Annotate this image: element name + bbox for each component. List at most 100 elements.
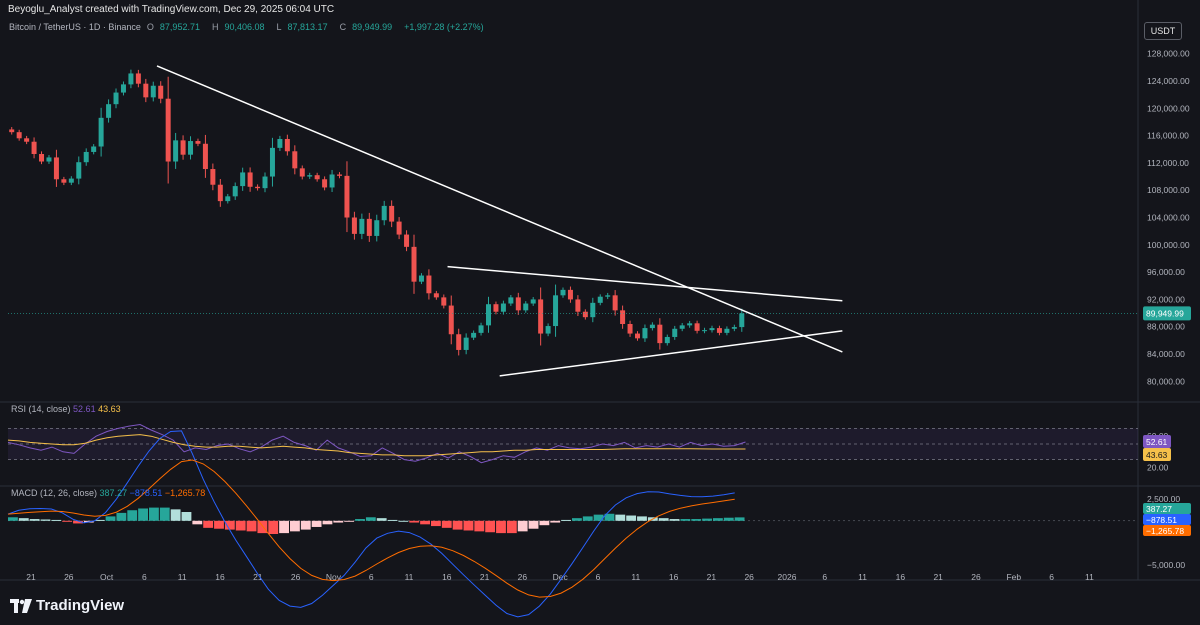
trendline [447,265,843,302]
macd-histogram-bar [8,517,18,521]
price-tick-label: 116,000.00 [1147,131,1189,141]
macd-histogram-bar [40,519,51,521]
price-tick-label: 124,000.00 [1147,76,1190,86]
rsi-value-tag [1143,434,1171,448]
macd-histogram-bar [224,520,235,530]
macd-histogram-bar [441,520,452,528]
time-tick-label: 16 [896,572,906,582]
macd-histogram-bar [170,509,181,521]
macd-histogram-bar [51,519,62,521]
time-tick-label: 11 [405,572,414,582]
macd-histogram-bar [257,520,268,534]
macd-histogram-bar [517,520,528,532]
candle [106,104,112,118]
candle [694,323,700,331]
rsi-label: RSI (14, close) [11,404,71,414]
high-value: H 90,406.08 [211,22,265,32]
time-tick-label: Oct [100,572,114,582]
macd-histogram-bar [550,520,561,523]
macd-histogram-bar [474,520,485,532]
candle [359,218,365,234]
low-value: L 87,813.17 [276,22,328,32]
time-tick-label: 21 [480,572,490,582]
candle [143,83,149,98]
candle [188,141,194,155]
tradingview-logo[interactable]: TradingView [10,597,124,614]
price-tick-label: 92,000.00 [1147,294,1185,304]
symbol-legend[interactable]: Bitcoin / TetherUS · 1D · Binance O 87,952… [9,22,490,32]
macd-legend[interactable]: MACD (12, 26, close) 387.27 −878.51 −1,2… [11,488,205,498]
candle [98,117,104,147]
macd-histogram-bar [593,514,604,521]
candle [374,220,380,236]
candle [284,138,290,152]
macd-histogram-bar [105,516,116,521]
rsi-tick-label: 20.00 [1147,462,1169,472]
candle [523,303,529,311]
macd-histogram-bar [637,516,647,521]
candle [463,337,469,350]
macd-histogram-bar [73,520,83,524]
macd-histogram-bar [420,520,430,525]
time-tick-label: Nov [326,572,342,582]
rsi-legend[interactable]: RSI (14, close) 52.61 43.63 [11,404,121,414]
time-tick-label: 21 [707,572,717,582]
macd-histogram-bar [192,520,203,525]
macd-histogram-bar [148,507,159,521]
price-tick-label: 84,000.00 [1147,349,1185,359]
brand-name: TradingView [36,597,125,614]
candle [396,221,402,235]
macd-histogram-bar [344,520,355,522]
time-tick-label: 26 [64,572,74,582]
time-tick-label: 21 [26,572,36,582]
candle [113,92,119,105]
trendline [499,330,843,377]
candle [61,179,67,183]
candle [456,334,462,350]
candle [612,295,618,311]
candle [389,205,395,222]
macd-histogram-bar [235,520,246,531]
candle [314,175,320,180]
candle [724,328,730,333]
candle [150,85,156,98]
macd-histogram-bar [268,520,279,534]
macd-value-tag-label: −1,265.78 [1146,526,1184,536]
close-value: C 89,949.99 [339,22,393,32]
candle [411,246,417,282]
macd-histogram-bar [159,507,170,521]
candle [739,313,745,328]
candle [620,310,626,324]
macd-histogram-bar [582,516,593,521]
candle [486,304,492,326]
macd-value-tag-label: 387.27 [1146,504,1172,514]
candle [46,157,52,162]
candle [53,157,59,180]
time-tick-label: 26 [744,572,754,582]
macd-histogram-bar [365,517,376,521]
candle [173,140,179,162]
candle [299,168,305,177]
candle [277,138,283,148]
last-price-tag [1143,306,1191,321]
time-tick-label: 21 [933,572,943,582]
time-tick-label: 16 [669,572,679,582]
macd-histogram-bar [669,519,680,521]
macd-signal-value: −1,265.78 [164,488,206,498]
change-value: +1,997.28 (+2.27%) [404,22,484,32]
candle [307,175,313,177]
candle [39,154,45,162]
candle [381,205,387,221]
time-tick-label: 26 [971,572,981,582]
candle [322,179,328,188]
candle [232,186,238,197]
currency-button[interactable]: USDT [1144,22,1182,40]
macd-histogram-bar [506,520,517,534]
candle [702,330,708,332]
time-tick-label: Feb [1006,572,1021,582]
price-tick-label: 80,000.00 [1147,376,1185,386]
candle [135,73,141,84]
time-tick-label: 26 [518,572,528,582]
macd-histogram-bar [561,519,571,521]
